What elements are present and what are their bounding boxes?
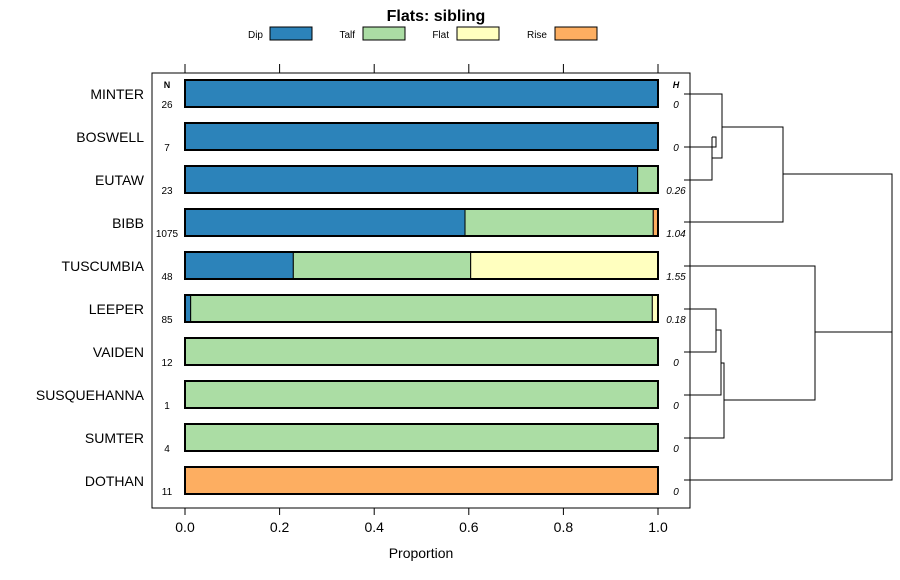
n-value: 1 [164, 401, 170, 412]
bar-row-susquehanna: SUSQUEHANNA 1 0 [36, 380, 679, 412]
h-value: 0 [673, 444, 679, 455]
bar-segment-dip [184, 79, 659, 108]
bar-row-dothan: DOTHAN 11 0 [85, 466, 679, 498]
n-column-header: N [164, 80, 171, 90]
bar-segment-talf [637, 165, 659, 194]
bar-row-tuscumbia: TUSCUMBIA 48 1.55 [62, 251, 686, 283]
category-label: LEEPER [89, 301, 144, 317]
legend-label-rise: Rise [527, 30, 547, 41]
bar-row-boswell: BOSWELL 7 0 [76, 122, 679, 154]
bar-outline [184, 79, 659, 108]
dendrogram-branch [684, 93, 723, 159]
x-tick-label: 0.4 [364, 519, 384, 535]
x-tick-label: 1.0 [648, 519, 668, 535]
plot-frame [151, 72, 691, 509]
bar-outline [184, 251, 659, 280]
bar-segment-rise [184, 466, 659, 495]
bar-segment-dip [184, 251, 294, 280]
x-axis-label: Proportion [389, 545, 454, 561]
chart-title: Flats: sibling [387, 8, 486, 25]
bar-row-eutaw: EUTAW 23 0.26 [95, 165, 686, 197]
h-value: 0 [673, 487, 679, 498]
dendrogram [684, 93, 893, 481]
legend-label-flat: Flat [432, 30, 449, 41]
bar-row-vaiden: VAIDEN 12 0 [93, 337, 679, 369]
dendrogram-branch [684, 308, 717, 353]
category-label: BOSWELL [76, 129, 144, 145]
bar-rows: MINTER 26 0 BOSWELL 7 0 EUTAW 23 0.26 BIBB 1075 1.0… [36, 79, 686, 498]
bar-outline [184, 208, 659, 237]
h-value: 0 [673, 358, 679, 369]
bar-outline [184, 466, 659, 495]
legend-swatch-rise [554, 26, 598, 41]
x-axis: 0.0 0.2 0.4 0.6 0.8 1.0 [175, 508, 668, 535]
category-label: BIBB [112, 215, 144, 231]
bar-row-bibb: BIBB 1075 1.04 [112, 208, 686, 240]
h-value: 0.26 [666, 186, 686, 197]
bar-segment-talf [184, 423, 659, 452]
bar-segment-talf [464, 208, 654, 237]
legend-swatch-dip [269, 26, 313, 41]
h-value: 1.55 [666, 272, 686, 283]
legend-swatch-flat [456, 26, 500, 41]
n-value: 11 [162, 487, 173, 498]
bar-outline [184, 380, 659, 409]
bar-segment-talf [184, 337, 659, 366]
category-label: TUSCUMBIA [62, 258, 145, 274]
dendrogram-branch [684, 126, 784, 223]
dendrogram-branch [684, 137, 713, 181]
category-label: SUMTER [85, 430, 144, 446]
category-label: VAIDEN [93, 344, 144, 360]
bar-segment-dip [184, 122, 659, 151]
x-tick-label: 0.8 [554, 519, 574, 535]
category-label: DOTHAN [85, 473, 144, 489]
dendrogram-branch [684, 362, 725, 439]
legend-label-dip: Dip [248, 30, 263, 41]
bar-outline [184, 423, 659, 452]
bar-segment-talf [184, 380, 659, 409]
bar-outline [184, 165, 659, 194]
h-value: 0.18 [666, 315, 686, 326]
n-value: 1075 [156, 229, 179, 240]
n-value: 26 [161, 100, 173, 111]
dendrogram-branch [783, 173, 893, 332]
bar-segment-talf [190, 294, 653, 323]
legend-label-talf: Talf [339, 30, 355, 41]
n-value: 4 [164, 444, 170, 455]
dendrogram-branch [684, 265, 816, 401]
legend: Dip Talf Flat Rise [248, 26, 598, 41]
n-value: 23 [161, 186, 173, 197]
dendrogram-branch [684, 331, 893, 481]
h-column-header: H [673, 80, 680, 90]
x-tick-label: 0.2 [270, 519, 290, 535]
x-tick-label: 0.0 [175, 519, 195, 535]
category-label: SUSQUEHANNA [36, 387, 145, 403]
h-value: 0 [673, 401, 679, 412]
bar-outline [184, 337, 659, 366]
x-tick-label: 0.6 [459, 519, 479, 535]
top-axis-ticks [184, 64, 659, 73]
bar-outline [184, 294, 659, 323]
bar-segment-dip [184, 165, 639, 194]
dendrogram-branch [684, 136, 717, 148]
bar-segment-talf [292, 251, 472, 280]
n-value: 12 [161, 358, 173, 369]
n-value: 85 [161, 315, 173, 326]
bar-outline [184, 122, 659, 151]
bar-row-leeper: LEEPER 85 0.18 [89, 294, 686, 326]
category-label: EUTAW [95, 172, 145, 188]
category-label: MINTER [90, 86, 144, 102]
bar-row-sumter: SUMTER 4 0 [85, 423, 679, 455]
bar-segment-flat [470, 251, 659, 280]
h-value: 0 [673, 100, 679, 111]
h-value: 1.04 [666, 229, 686, 240]
n-value: 48 [161, 272, 173, 283]
bar-segment-dip [184, 208, 466, 237]
legend-swatch-talf [362, 26, 406, 41]
bar-row-minter: MINTER 26 0 [90, 79, 679, 111]
n-value: 7 [164, 143, 170, 154]
h-value: 0 [673, 143, 679, 154]
